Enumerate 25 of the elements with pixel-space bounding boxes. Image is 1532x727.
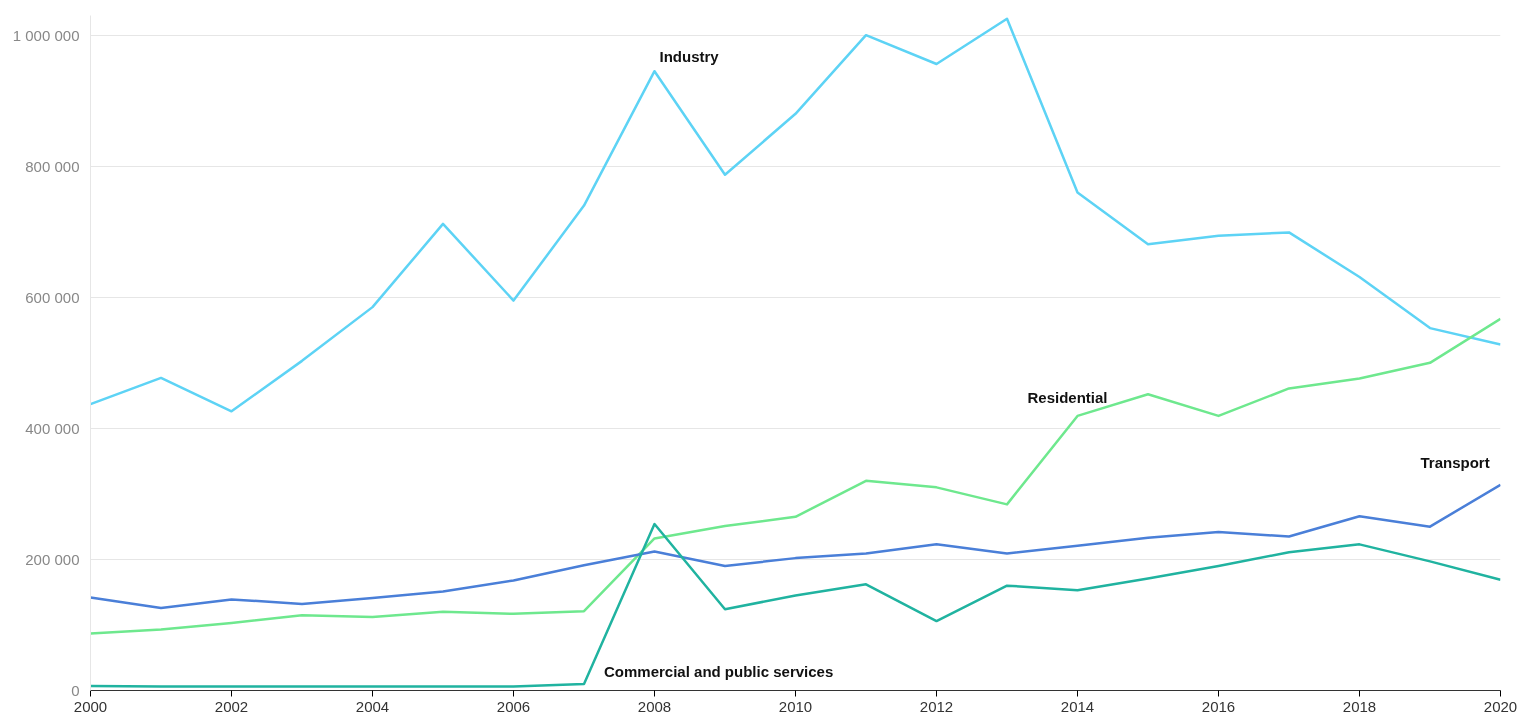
y-tick-label: 400 000 bbox=[25, 419, 80, 437]
y-tick-label: 200 000 bbox=[25, 550, 80, 568]
x-tick-label: 2018 bbox=[1342, 697, 1377, 715]
x-tick-label: 2014 bbox=[1060, 697, 1095, 715]
y-tick-label: 1 000 000 bbox=[12, 26, 80, 44]
x-tick-label: 2010 bbox=[778, 697, 813, 715]
series-label: Residential bbox=[1027, 388, 1108, 406]
series-label: Industry bbox=[659, 48, 720, 66]
y-tick-label: 600 000 bbox=[25, 288, 80, 306]
line-series bbox=[90, 317, 1501, 635]
y-tick-label: 0 bbox=[71, 682, 80, 699]
x-tick-label: 2016 bbox=[1201, 697, 1236, 715]
line-series bbox=[90, 17, 1501, 413]
x-tick-label: 2020 bbox=[1483, 697, 1518, 715]
series-label: Transport bbox=[1420, 453, 1490, 471]
x-tick-label: 2002 bbox=[214, 697, 249, 715]
x-tick-label: 2004 bbox=[355, 697, 390, 715]
x-tick-label: 2008 bbox=[637, 697, 672, 715]
x-tick-label: 2012 bbox=[919, 697, 954, 715]
x-tick-label: 2000 bbox=[73, 697, 108, 715]
line-series bbox=[90, 522, 1501, 688]
line-series bbox=[90, 483, 1501, 610]
series-label: Commercial and public services bbox=[604, 662, 834, 680]
y-tick-label: 800 000 bbox=[25, 157, 80, 175]
x-tick-label: 2006 bbox=[496, 697, 531, 715]
